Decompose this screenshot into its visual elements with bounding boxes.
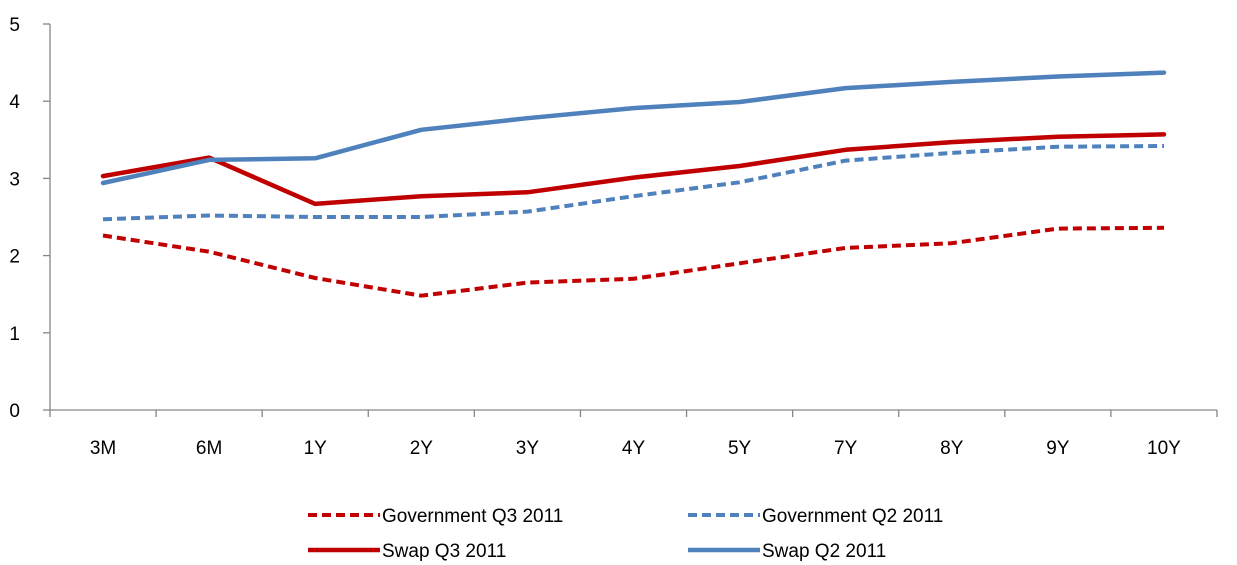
legend-label: Government Q3 2011: [382, 506, 563, 527]
x-tick-label: 5Y: [728, 438, 752, 459]
legend-item: Swap Q2 2011: [688, 541, 886, 562]
y-tick-label: 1: [9, 324, 20, 345]
legend-item: Government Q3 2011: [308, 506, 563, 527]
x-tick-label: 1Y: [304, 438, 328, 459]
series-line-government-q3-2011: [102, 225, 1165, 298]
legend-item: Government Q2 2011: [688, 506, 943, 527]
x-tick-label: 2Y: [410, 438, 434, 459]
x-tick-label: 8Y: [940, 438, 964, 459]
legend: Government Q3 2011 Government Q2 2011 Swap…: [308, 506, 943, 562]
series-line-swap-q3-2011: [100, 132, 1167, 207]
y-tick-label: 2: [9, 247, 20, 268]
y-tick-label: 4: [9, 92, 20, 113]
x-tick-label: 9Y: [1046, 438, 1070, 459]
legend-label: Swap Q2 2011: [762, 541, 886, 562]
x-tick-label: 3Y: [516, 438, 540, 459]
series-line-government-q2-2011: [102, 144, 1165, 222]
legend-label: Swap Q3 2011: [382, 541, 506, 562]
y-tick-label: 5: [9, 15, 20, 36]
x-tick-label: 4Y: [622, 438, 646, 459]
legend-item: Swap Q3 2011: [308, 541, 506, 562]
axes: 0 1 2 3 4 5 3M 6M 1Y 2Y 3Y 4Y 5Y 7Y 8Y 9Y 10Y: [9, 15, 1218, 459]
y-tick-label: 3: [9, 169, 20, 190]
series-lines: [100, 70, 1167, 298]
x-tick-label: 10Y: [1147, 438, 1181, 459]
y-tick-label: 0: [9, 401, 20, 422]
legend-label: Government Q2 2011: [762, 506, 943, 527]
x-tick-label: 7Y: [834, 438, 858, 459]
series-line-swap-q2-2011: [100, 70, 1167, 186]
x-tick-label: 3M: [90, 438, 116, 459]
x-tick-label: 6M: [196, 438, 222, 459]
